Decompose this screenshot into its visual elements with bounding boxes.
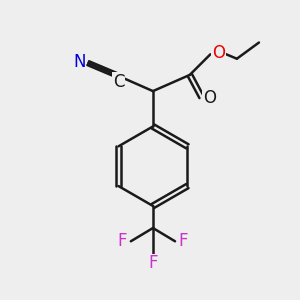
Text: O: O — [203, 89, 216, 107]
Text: O: O — [212, 44, 225, 62]
Text: F: F — [148, 254, 158, 272]
Text: N: N — [73, 53, 86, 71]
Text: C: C — [113, 73, 124, 91]
Text: F: F — [118, 232, 128, 250]
Text: F: F — [178, 232, 188, 250]
